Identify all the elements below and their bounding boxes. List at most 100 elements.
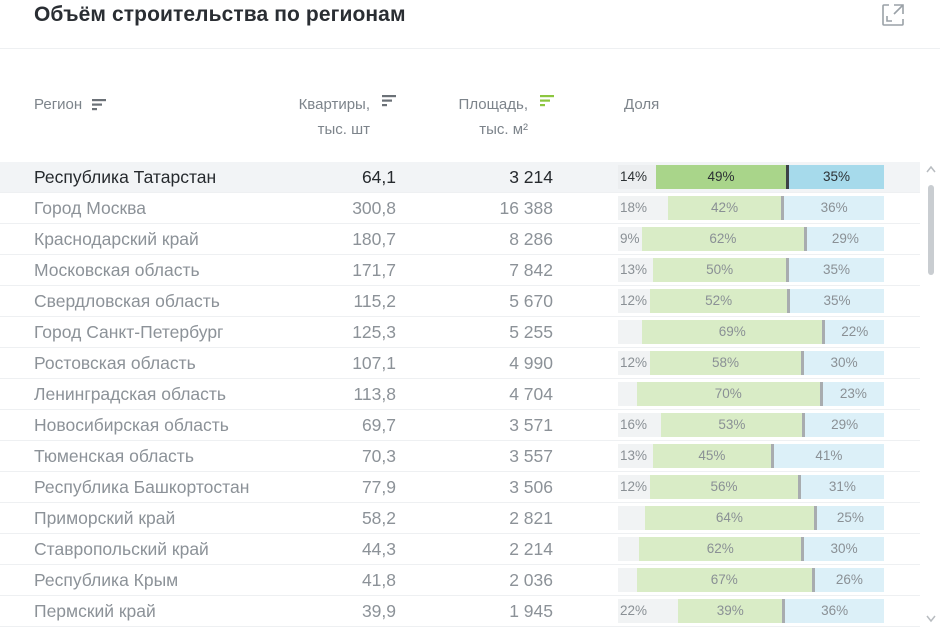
share-segment-medium: 50% [653, 258, 789, 282]
share-segment-large: 35% [789, 165, 884, 189]
share-segment-medium: 53% [661, 413, 806, 437]
share-segment-large: 35% [788, 258, 884, 282]
area-value: 8 286 [509, 229, 553, 249]
scrollbar[interactable] [924, 165, 938, 623]
scroll-up-icon[interactable] [926, 165, 936, 173]
region-name: Ростовская область [34, 353, 196, 373]
share-bar: 13% 50% 35% [618, 258, 884, 282]
share-segment-large: 30% [804, 351, 884, 375]
column-header-flats-unit: тыс. шт [317, 121, 370, 138]
share-segment-medium: 64% [644, 506, 817, 530]
sort-icon-active[interactable] [540, 95, 554, 107]
flats-value: 107,1 [352, 353, 396, 373]
share-bar: 12% 52% 35% [618, 289, 884, 313]
share-segment-small: 18% [618, 196, 668, 220]
share-bar: 16% 53% 29% [618, 413, 884, 437]
table-row[interactable]: Республика Башкортостан 77,9 3 506 12% 56% 31… [0, 472, 920, 503]
share-segment-large: 41% [773, 444, 884, 468]
flats-value: 300,8 [352, 198, 396, 218]
share-segment-medium: 62% [639, 537, 805, 561]
region-name: Приморский край [34, 508, 176, 528]
share-segment-large: 35% [789, 289, 884, 313]
table-row[interactable]: Краснодарский край 180,7 8 286 9% 62% 29% [0, 224, 920, 255]
share-segment-large: 26% [814, 568, 884, 592]
area-value: 3 557 [509, 446, 553, 466]
region-name: Новосибирская область [34, 415, 229, 435]
area-value: 3 506 [509, 477, 553, 497]
share-segment-small: 13% [618, 444, 653, 468]
share-segment-large: 29% [805, 413, 884, 437]
table-row[interactable]: Город Москва 300,8 16 388 18% 42% 36% [0, 193, 920, 224]
share-bar: 67% 26% [618, 568, 884, 592]
table-row[interactable]: Республика Татарстан 64,1 3 214 14% 49% 35% [0, 162, 920, 193]
region-name: Краснодарский край [34, 229, 199, 249]
column-header-region[interactable]: Регион [34, 92, 107, 117]
flats-value: 44,3 [361, 539, 396, 559]
table-row[interactable]: Новосибирская область 69,7 3 571 16% 53% 29% [0, 410, 920, 441]
share-segment-small: 16% [618, 413, 662, 437]
scroll-thumb[interactable] [928, 185, 934, 275]
share-bar: 64% 25% [618, 506, 884, 530]
flats-value: 69,7 [361, 415, 396, 435]
share-bar: 69% 22% [618, 320, 884, 344]
column-header-flats[interactable]: Квартиры, тыс. шт [299, 92, 396, 142]
table-row[interactable]: Ленинградская область 113,8 4 704 70% 23% [0, 379, 920, 410]
share-bar: 14% 49% 35% [618, 165, 884, 189]
flats-value: 41,8 [361, 570, 396, 590]
share-segment-medium: 67% [636, 568, 815, 592]
area-value: 4 704 [509, 384, 553, 404]
column-header-region-label: Регион [34, 96, 83, 113]
table-row[interactable]: Пермский край 39,9 1 945 22% 39% 36% [0, 596, 920, 627]
title-divider [0, 48, 940, 49]
flats-value: 115,2 [353, 291, 397, 311]
flats-value: 180,7 [352, 229, 396, 249]
share-segment-large: 29% [806, 227, 884, 251]
sort-icon[interactable] [92, 98, 107, 111]
share-segment-small: 9% [618, 227, 642, 251]
area-value: 4 990 [509, 353, 553, 373]
share-segment-medium: 49% [656, 165, 789, 189]
scroll-down-icon[interactable] [926, 615, 936, 623]
share-segment-large: 30% [804, 537, 884, 561]
region-name: Ставропольский край [34, 539, 209, 559]
area-value: 3 214 [509, 167, 553, 187]
table-row[interactable]: Приморский край 58,2 2 821 64% 25% [0, 503, 920, 534]
table-body: Республика Татарстан 64,1 3 214 14% 49% 35% Го… [0, 162, 920, 627]
share-segment-medium: 45% [652, 444, 774, 468]
flats-value: 113,8 [353, 384, 397, 404]
sort-icon[interactable] [382, 95, 396, 107]
column-header-flats-label: Квартиры, [298, 96, 370, 113]
area-value: 16 388 [499, 198, 553, 218]
column-header-share: Доля [624, 96, 660, 113]
region-name: Город Москва [34, 198, 146, 218]
table-row[interactable]: Московская область 171,7 7 842 13% 50% 35% [0, 255, 920, 286]
share-segment-large: 22% [825, 320, 884, 344]
region-name: Город Санкт-Петербург [34, 322, 224, 342]
share-bar: 13% 45% 41% [618, 444, 884, 468]
share-segment-small: 12% [618, 475, 651, 499]
table-row[interactable]: Республика Крым 41,8 2 036 67% 26% [0, 565, 920, 596]
share-segment-medium: 58% [649, 351, 805, 375]
region-name: Пермский край [34, 601, 156, 621]
table-row[interactable]: Тюменская область 70,3 3 557 13% 45% 41% [0, 441, 920, 472]
column-header-area[interactable]: Площадь, тыс. м² [459, 92, 554, 142]
region-name: Ленинградская область [34, 384, 227, 404]
share-segment-medium: 69% [641, 320, 826, 344]
share-segment-medium: 70% [636, 382, 823, 406]
region-name: Московская область [34, 260, 200, 280]
share-segment-small [618, 320, 642, 344]
table-row[interactable]: Ставропольский край 44,3 2 214 62% 30% [0, 534, 920, 565]
share-segment-small: 22% [618, 599, 679, 623]
flats-value: 77,9 [361, 477, 396, 497]
flats-value: 70,3 [361, 446, 396, 466]
area-value: 2 821 [509, 508, 553, 528]
flats-value: 125,3 [352, 322, 396, 342]
expand-icon[interactable] [880, 2, 906, 28]
area-value: 3 571 [509, 415, 553, 435]
share-segment-small [618, 537, 640, 561]
share-segment-small [618, 506, 645, 530]
area-value: 1 945 [509, 601, 553, 621]
table-row[interactable]: Ростовская область 107,1 4 990 12% 58% 30% [0, 348, 920, 379]
table-row[interactable]: Свердловская область 115,2 5 670 12% 52% 35% [0, 286, 920, 317]
table-row[interactable]: Город Санкт-Петербург 125,3 5 255 69% 22% [0, 317, 920, 348]
